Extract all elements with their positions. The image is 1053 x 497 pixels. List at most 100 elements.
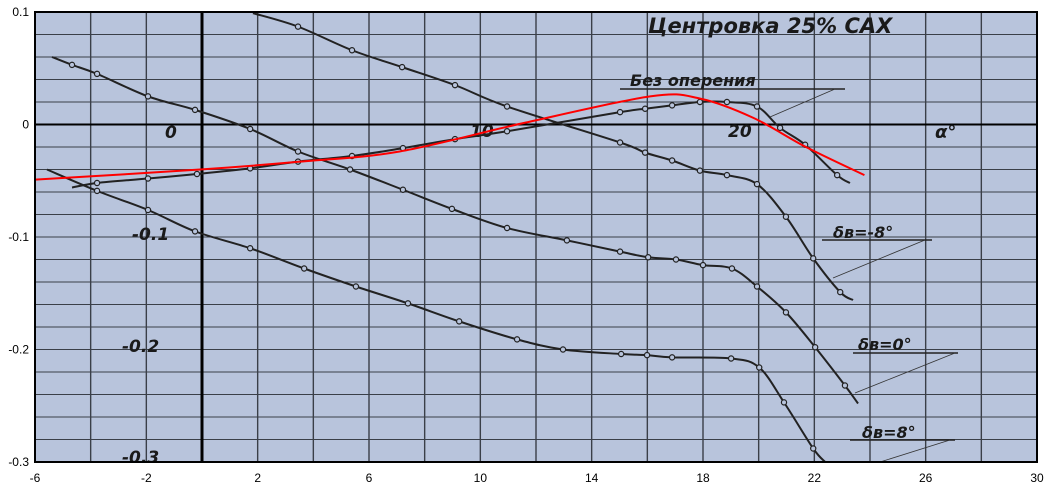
data-point — [144, 175, 152, 182]
data-point — [643, 351, 651, 359]
data-point — [810, 255, 817, 262]
data-point — [93, 187, 101, 195]
data-point — [563, 237, 571, 244]
x-tick-label: 26 — [919, 471, 933, 485]
data-point — [696, 167, 704, 174]
x-tick-label: -6 — [30, 471, 41, 485]
data-point — [782, 309, 790, 316]
y-tick-label: -0.3 — [8, 455, 29, 469]
data-point — [776, 124, 784, 132]
data-point — [503, 128, 511, 135]
x-tick-label: 2 — [254, 471, 261, 485]
y-tick-label: -0.2 — [8, 343, 29, 357]
data-point — [672, 256, 680, 263]
x-tick-label: 14 — [585, 471, 599, 485]
data-point — [246, 245, 254, 252]
data-point — [352, 283, 360, 290]
data-point — [753, 180, 761, 188]
data-point — [753, 103, 761, 110]
data-point — [668, 157, 676, 164]
data-point — [833, 171, 841, 179]
data-point — [191, 228, 199, 235]
label-no-tail: Без оперения — [630, 71, 756, 90]
data-point — [616, 248, 624, 255]
data-point — [699, 261, 707, 269]
data-point — [728, 265, 736, 272]
data-point — [641, 105, 649, 112]
data-point — [144, 93, 152, 100]
label-delta-8: δв=8° — [862, 423, 916, 442]
data-point — [399, 186, 407, 193]
data-point — [723, 171, 731, 179]
data-point — [780, 399, 788, 406]
y-axis: 0.1 0 -0.1 -0.2 -0.3 — [8, 5, 29, 469]
scan-tick-x0: 0 — [165, 123, 177, 143]
data-point — [723, 98, 731, 106]
data-point — [616, 139, 624, 146]
alpha-label: α° — [935, 122, 956, 143]
scan-tick-ym03: -0.3 — [122, 448, 159, 468]
data-point — [68, 61, 76, 69]
data-point — [93, 70, 101, 78]
data-point — [668, 102, 676, 109]
x-tick-label: 18 — [696, 471, 710, 485]
y-tick-label: 0.1 — [12, 5, 29, 19]
data-point — [191, 106, 199, 114]
data-point — [811, 344, 819, 351]
data-point — [727, 355, 735, 362]
data-point — [616, 108, 624, 116]
label-delta-m8-leader — [832, 239, 926, 279]
data-point — [294, 148, 302, 155]
x-tick-label: 30 — [1030, 471, 1044, 485]
data-point — [193, 170, 201, 178]
series-line-2 — [51, 56, 859, 405]
data-point — [246, 125, 254, 133]
data-point — [841, 382, 849, 389]
data-point — [753, 283, 761, 290]
label-delta-0: δв=0° — [858, 335, 912, 354]
scan-tick-x20: 20 — [728, 122, 752, 142]
x-tick-label: 22 — [808, 471, 822, 485]
data-point — [644, 254, 652, 261]
data-point — [756, 364, 763, 371]
data-point — [617, 350, 625, 358]
data-point — [348, 47, 356, 54]
data-point — [503, 224, 511, 232]
scan-title: Центровка 25% САХ — [648, 14, 894, 38]
scan-tick-ym02: -0.2 — [122, 337, 159, 357]
data-point — [668, 354, 676, 361]
data-point — [696, 98, 704, 106]
x-tick-label: 10 — [474, 471, 488, 485]
data-point — [448, 205, 456, 213]
series-line-0 — [71, 100, 851, 189]
data-point — [294, 23, 302, 30]
data-point — [398, 63, 406, 71]
label-no-tail-leader — [769, 88, 836, 118]
y-tick-label: 0 — [22, 118, 29, 132]
data-point — [346, 166, 354, 173]
label-delta-0-leader — [854, 352, 956, 394]
x-tick-label: -2 — [141, 471, 152, 485]
label-delta-8-leader — [879, 439, 951, 463]
data-point — [144, 206, 152, 214]
series-line-1 — [252, 12, 854, 301]
data-point — [641, 149, 649, 156]
data-point — [559, 346, 567, 353]
data-point — [810, 445, 817, 452]
series-group — [34, 12, 865, 463]
scan-tick-ym01: -0.1 — [132, 225, 169, 245]
data-point — [300, 265, 308, 272]
scan-axes — [35, 12, 1037, 462]
data-point — [513, 336, 521, 343]
data-point — [93, 179, 101, 187]
series-line-red — [34, 93, 865, 181]
x-axis: -6 -2 2 6 10 14 18 22 26 30 — [30, 471, 1044, 485]
data-point — [782, 213, 790, 220]
label-delta-m8: δв=-8° — [833, 223, 893, 242]
x-tick-label: 6 — [366, 471, 373, 485]
data-point — [503, 103, 511, 110]
data-point — [451, 81, 459, 89]
data-point — [404, 300, 412, 307]
data-point — [837, 288, 844, 296]
